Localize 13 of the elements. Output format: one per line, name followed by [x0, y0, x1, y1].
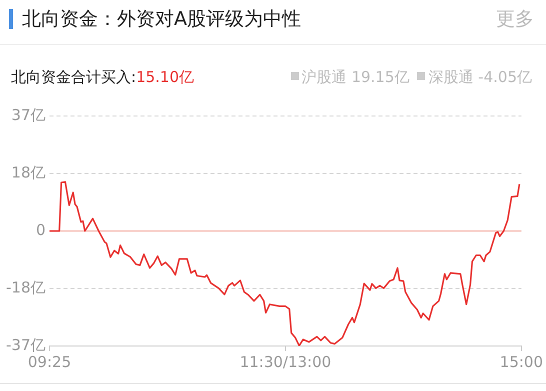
y-tick-label: -37亿	[6, 336, 46, 354]
text: 深股通 -4.05亿	[428, 68, 532, 86]
text: 更多	[496, 7, 534, 32]
x-tick-label: 09:25	[28, 352, 72, 371]
x-tick-label: 11:30/13:00	[240, 352, 332, 371]
y-tick-label: -18亿	[6, 278, 46, 296]
text: 沪股通 19.15亿	[302, 68, 410, 86]
chart-subtitle: 北向资金合计买入:15.10亿	[11, 68, 194, 86]
x-tick-label: 15:00	[500, 352, 544, 371]
chart-title: 北向资金：外资对A股评级为中性	[22, 7, 301, 32]
y-tick-label: 0	[36, 220, 46, 239]
y-tick-label: 37亿	[11, 106, 46, 124]
y-tick-label: 18亿	[11, 163, 46, 182]
